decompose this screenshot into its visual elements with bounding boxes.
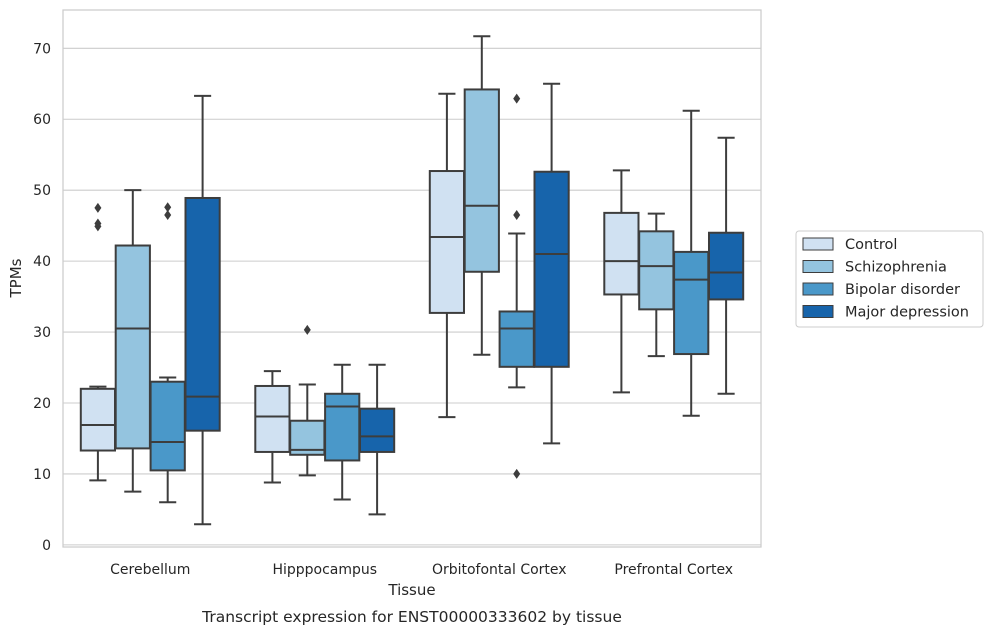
y-axis-label: TPMs <box>7 258 25 298</box>
box <box>324 392 361 462</box>
legend-label: Schizophrenia <box>845 260 947 276</box>
box-group <box>254 370 291 484</box>
box <box>114 244 151 450</box>
box-group <box>428 92 466 419</box>
box-group <box>114 189 151 493</box>
box <box>358 407 396 453</box>
box-group <box>79 202 117 482</box>
outlier-point <box>94 221 102 232</box>
legend-label: Bipolar disorder <box>845 282 960 298</box>
y-tick-label: 0 <box>42 538 51 554</box>
y-tick-label: 60 <box>33 112 51 128</box>
box <box>184 196 221 432</box>
legend: Control Schizophrenia Bipolar disorder Majo… <box>795 230 984 328</box>
box-group <box>149 202 186 504</box>
box <box>603 211 640 296</box>
outlier-point <box>164 202 172 213</box>
box <box>149 380 186 472</box>
box <box>79 387 117 452</box>
y-tick-label: 70 <box>33 41 51 57</box>
box <box>463 88 500 273</box>
box <box>673 250 710 356</box>
box-group <box>533 82 570 445</box>
grid-lines <box>63 47 761 546</box>
box <box>254 384 291 453</box>
y-tick-label: 10 <box>33 467 51 483</box>
box-group <box>603 169 640 394</box>
box-group <box>324 363 361 501</box>
y-tick-labels: 0 10 20 30 40 50 60 70 <box>33 41 51 554</box>
y-tick-label: 30 <box>33 325 51 341</box>
box-group <box>463 35 500 356</box>
outlier-point <box>94 202 102 213</box>
box-group <box>673 109 710 417</box>
x-tick-label: Prefrontal Cortex <box>614 562 733 578</box>
y-tick-label: 50 <box>33 183 51 199</box>
legend-label: Control <box>845 237 897 253</box>
x-axis-label: Tissue <box>387 581 435 599</box>
outlier-point <box>513 93 521 104</box>
chart-caption: Transcript expression for ENST0000033360… <box>201 608 622 626</box>
outlier-point <box>513 468 521 479</box>
legend-swatch <box>802 260 834 273</box>
outlier-point <box>513 210 521 221</box>
x-tick-labels: Cerebellum Hipppocampus Orbitofontal Corte… <box>110 562 733 578</box>
box-group <box>289 324 326 477</box>
legend-entries: Control Schizophrenia Bipolar disorder Majo… <box>802 237 969 321</box>
boxes <box>79 35 745 526</box>
x-tick-label: Orbitofontal Cortex <box>432 562 567 578</box>
y-tick-label: 40 <box>33 254 51 270</box>
box <box>638 230 675 311</box>
legend-label: Major depression <box>845 305 969 321</box>
box <box>707 231 745 301</box>
legend-frame <box>795 230 984 328</box>
y-tick-label: 20 <box>33 396 51 412</box>
box <box>498 310 535 368</box>
box-group <box>184 94 221 526</box>
legend-swatch <box>802 237 834 251</box>
x-tick-label: Hipppocampus <box>272 562 377 578</box>
outlier-point <box>303 324 311 335</box>
box <box>428 170 466 314</box>
box-group <box>707 136 745 395</box>
outlier-point <box>164 210 172 221</box>
legend-swatch <box>802 305 834 318</box>
box <box>533 170 570 368</box>
x-tick-label: Cerebellum <box>110 562 190 578</box>
legend-swatch <box>802 282 834 296</box>
box-group <box>358 363 396 516</box>
